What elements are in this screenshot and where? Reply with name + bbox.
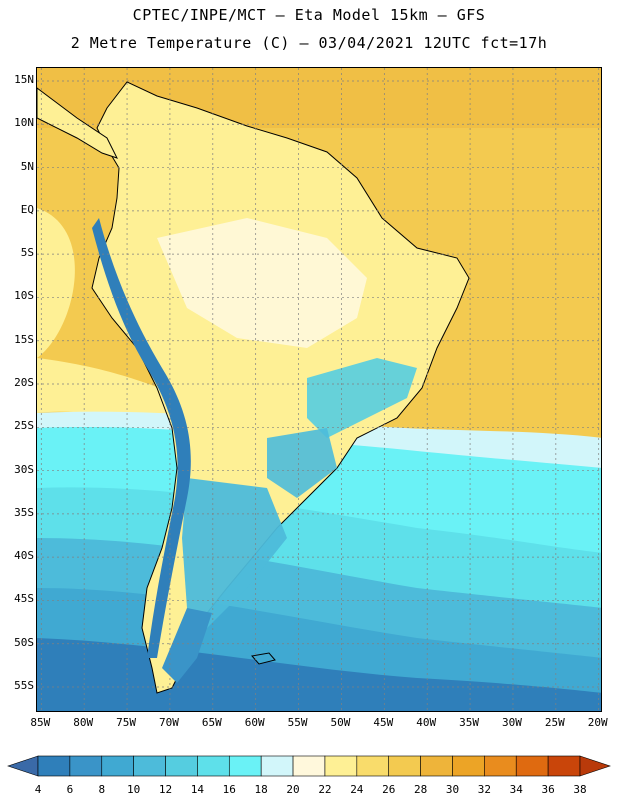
pacific-mild-band xyxy=(37,358,187,428)
colorbar-swatch xyxy=(324,755,358,777)
map-canvas xyxy=(37,68,601,711)
south-brazil-cool-area xyxy=(267,428,337,498)
longitude-tick-label: 40W xyxy=(416,716,437,729)
longitude-tick-label: 80W xyxy=(73,716,94,729)
colorbar-tick-label: 8 xyxy=(98,783,106,796)
latitude-tick-label: 55S xyxy=(14,679,34,693)
latitude-tick-label: 45S xyxy=(14,592,34,606)
longitude-tick-label: 35W xyxy=(459,716,479,729)
longitude-tick-label: 45W xyxy=(373,716,394,729)
longitude-tick-label: 25W xyxy=(544,716,565,729)
latitude-tick-label: 15S xyxy=(14,332,34,346)
colorbar-tick-label: 10 xyxy=(127,783,141,796)
colorbar-swatch xyxy=(547,755,581,777)
colorbar-tick-label: 30 xyxy=(445,783,460,796)
colorbar-swatch xyxy=(484,755,517,777)
temperature-map[interactable] xyxy=(36,67,602,712)
latitude-tick-label: 40S xyxy=(14,549,34,563)
colorbar-tick-label: 6 xyxy=(66,783,74,796)
colorbar-swatch xyxy=(292,755,326,777)
colorbar-swatch xyxy=(69,755,103,777)
latitude-tick-label: 35S xyxy=(14,505,34,519)
latitude-tick-label: 5N xyxy=(20,159,34,173)
argentina-cool-area xyxy=(182,478,287,628)
colorbar-tick-label: 16 xyxy=(222,783,236,796)
central-america-land xyxy=(37,87,118,159)
colorbar-swatch xyxy=(452,755,485,777)
colorbar-swatch xyxy=(101,755,134,777)
colorbar-tick-label: 14 xyxy=(190,783,205,796)
colorbar-tick-label: 22 xyxy=(318,783,332,796)
latitude-tick-label: 10N xyxy=(14,116,34,130)
longitude-tick-label: 65W xyxy=(201,716,222,729)
colorbar-above-arrow xyxy=(579,755,611,777)
andes-cold-strip xyxy=(92,218,191,658)
longitude-tick-label: 85W xyxy=(30,716,51,729)
colorbar-swatch xyxy=(197,755,230,777)
latitude-tick-label: 5S xyxy=(20,246,34,260)
map-title-line-1: CPTEC/INPE/MCT – Eta Model 15km – GFS xyxy=(132,6,486,24)
latitude-tick-label: 20S xyxy=(14,376,34,389)
longitude-tick-label: 20W xyxy=(587,716,608,729)
latitude-tick-label: 50S xyxy=(14,635,34,649)
colorbar-tick-label: 20 xyxy=(286,783,300,796)
colorbar-tick-label: 24 xyxy=(350,783,364,796)
colorbar-swatch xyxy=(228,755,262,777)
colorbar-swatch xyxy=(260,755,294,777)
colorbar-tick-label: 34 xyxy=(509,783,523,796)
colorbar-tick-label: 28 xyxy=(413,783,428,796)
colorbar-tick-label: 18 xyxy=(254,783,268,796)
pacific-mild-patch xyxy=(37,208,75,358)
longitude-tick-label: 55W xyxy=(287,716,308,729)
latitude-tick-label: EQ xyxy=(20,202,34,216)
longitude-tick-label: 60W xyxy=(244,716,265,729)
temperature-colorbar xyxy=(7,755,611,777)
longitude-tick-label: 75W xyxy=(116,716,136,729)
latitude-tick-label: 10S xyxy=(14,289,34,303)
colorbar-swatch xyxy=(515,755,549,777)
colorbar-swatch xyxy=(388,755,421,777)
latitude-tick-label: 30S xyxy=(14,462,34,476)
patagonia-cold-area xyxy=(162,608,212,683)
colorbar-swatch xyxy=(37,755,71,777)
colorbar-tick-label: 4 xyxy=(34,783,42,796)
longitude-tick-label: 30W xyxy=(502,716,522,729)
colorbar-tick-label: 26 xyxy=(382,783,396,796)
colorbar-tick-label: 12 xyxy=(158,783,173,796)
map-title-line-2: 2 Metre Temperature (C) – 03/04/2021 12U… xyxy=(70,34,548,52)
falkland-islands xyxy=(251,652,276,665)
latitude-tick-label: 25S xyxy=(14,419,34,433)
colorbar-swatch xyxy=(420,755,453,777)
graticule-grid xyxy=(37,68,601,711)
longitude-tick-label: 50W xyxy=(330,716,351,729)
colorbar-swatch xyxy=(133,755,166,777)
colorbar-below-arrow xyxy=(7,755,39,777)
amazon-mild-area xyxy=(157,218,367,348)
colorbar-tick-label: 32 xyxy=(477,783,491,796)
southeast-cool-area xyxy=(307,358,417,438)
latitude-tick-label: 15N xyxy=(14,72,34,86)
colorbar-swatch xyxy=(165,755,198,777)
colorbar-tick-label: 38 xyxy=(573,783,587,796)
longitude-tick-label: 70W xyxy=(158,716,179,729)
colorbar-swatch xyxy=(356,755,390,777)
colorbar-tick-label: 36 xyxy=(541,783,555,796)
